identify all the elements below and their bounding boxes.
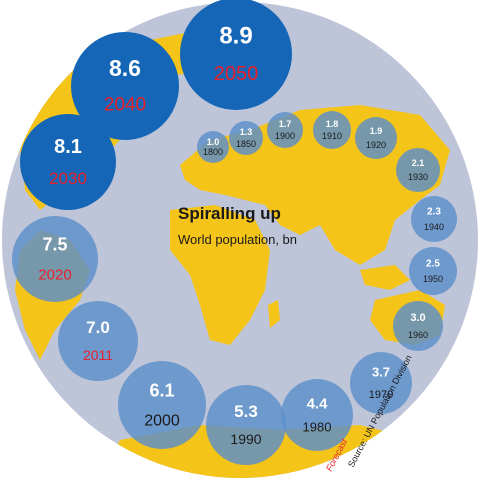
- bubble-1960: 3.0 1960: [393, 301, 443, 351]
- bubble-circle-1950: [409, 247, 457, 295]
- bubble-value-1960: 3.0: [410, 312, 425, 324]
- bubble-circle-1930: [396, 148, 440, 192]
- bubble-value-1900: 1.7: [279, 119, 292, 129]
- bubble-circle-2011: [58, 301, 138, 381]
- bubble-year-2011: 2011: [83, 347, 113, 363]
- bubble-value-1980: 4.4: [307, 395, 329, 412]
- bubble-year-2020: 2020: [38, 266, 71, 283]
- bubble-circle-1800: [197, 131, 229, 163]
- bubble-2030: 8.1 2030: [20, 114, 116, 210]
- madagascar-land: [268, 300, 280, 328]
- bubble-year-1970: 1970: [369, 389, 393, 401]
- africa-land: [170, 205, 270, 345]
- bubble-circle-2020: [12, 216, 98, 302]
- bubble-year-1930: 1930: [408, 172, 428, 182]
- indonesia-land: [360, 265, 410, 290]
- bubble-year-1950: 1950: [423, 274, 443, 284]
- bubble-value-1920: 1.9: [370, 126, 383, 136]
- bubble-circle-2030: [20, 114, 116, 210]
- bubble-2050: 8.9 2050: [180, 0, 292, 110]
- bubble-2040: 8.6 2040: [71, 32, 179, 140]
- bubble-value-1940: 2.3: [427, 207, 441, 218]
- bubble-1970: 3.7 1970: [350, 352, 412, 414]
- bubble-value-1850: 1.3: [240, 127, 253, 137]
- bubble-value-1990: 5.3: [234, 402, 258, 421]
- bubble-circle-1970: [350, 352, 412, 414]
- bubble-circle-1900: [267, 112, 303, 148]
- bubble-2011: 7.0 2011: [58, 301, 138, 381]
- bubble-circle-1980: [281, 379, 353, 451]
- bubble-value-1910: 1.8: [326, 119, 339, 129]
- bubble-value-2040: 8.6: [109, 55, 141, 81]
- bubble-year-1940: 1940: [424, 222, 444, 232]
- bubble-value-2000: 6.1: [149, 380, 174, 400]
- bubble-year-1900: 1900: [275, 131, 295, 141]
- bubble-year-1980: 1980: [303, 420, 332, 435]
- bubble-value-2011: 7.0: [86, 318, 110, 337]
- bubble-1990: 5.3 1990: [206, 385, 286, 465]
- bubble-1940: 2.3 1940: [411, 196, 457, 242]
- chart-title: Spiralling up: [178, 204, 281, 223]
- bubble-value-2050: 8.9: [219, 22, 252, 49]
- bubble-circle-1990: [206, 385, 286, 465]
- bubble-year-1990: 1990: [230, 431, 261, 447]
- bubble-year-1920: 1920: [366, 140, 386, 150]
- bubble-value-2020: 7.5: [42, 234, 67, 254]
- bubble-circle-1940: [411, 196, 457, 242]
- bubble-2000: 6.1 2000: [118, 361, 206, 449]
- bubble-year-2040: 2040: [104, 95, 146, 116]
- bubble-value-2030: 8.1: [54, 136, 82, 158]
- bubble-year-1910: 1910: [322, 131, 342, 141]
- bubble-1980: 4.4 1980: [281, 379, 353, 451]
- bubble-1930: 2.1 1930: [396, 148, 440, 192]
- bubble-year-1960: 1960: [408, 330, 428, 340]
- bubble-circle-1850: [229, 121, 263, 155]
- bubble-circle-2050: [180, 0, 292, 110]
- bubble-1900: 1.7 1900: [267, 112, 303, 148]
- bubble-1950: 2.5 1950: [409, 247, 457, 295]
- bubble-circle-2000: [118, 361, 206, 449]
- bubble-value-1970: 3.7: [372, 365, 390, 380]
- bubble-year-1850: 1850: [236, 139, 256, 149]
- bubble-value-1950: 2.5: [426, 259, 440, 270]
- bubble-circle-1960: [393, 301, 443, 351]
- bubble-1920: 1.9 1920: [355, 117, 397, 159]
- bubble-1910: 1.8 1910: [313, 111, 351, 149]
- bubble-circle-2040: [71, 32, 179, 140]
- bubble-year-2030: 2030: [49, 169, 87, 188]
- bubble-value-1800: 1.0: [207, 137, 220, 147]
- bubble-1850: 1.3 1850: [229, 121, 263, 155]
- bubble-value-1930: 2.1: [412, 158, 425, 168]
- bubble-2020: 7.5 2020: [12, 216, 98, 302]
- bubble-year-2050: 2050: [214, 63, 259, 85]
- bubble-year-2000: 2000: [144, 413, 180, 430]
- bubble-circle-1910: [313, 111, 351, 149]
- bubble-year-1800: 1800: [203, 147, 223, 157]
- chart-subtitle: World population, bn: [178, 232, 297, 247]
- bubble-circle-1920: [355, 117, 397, 159]
